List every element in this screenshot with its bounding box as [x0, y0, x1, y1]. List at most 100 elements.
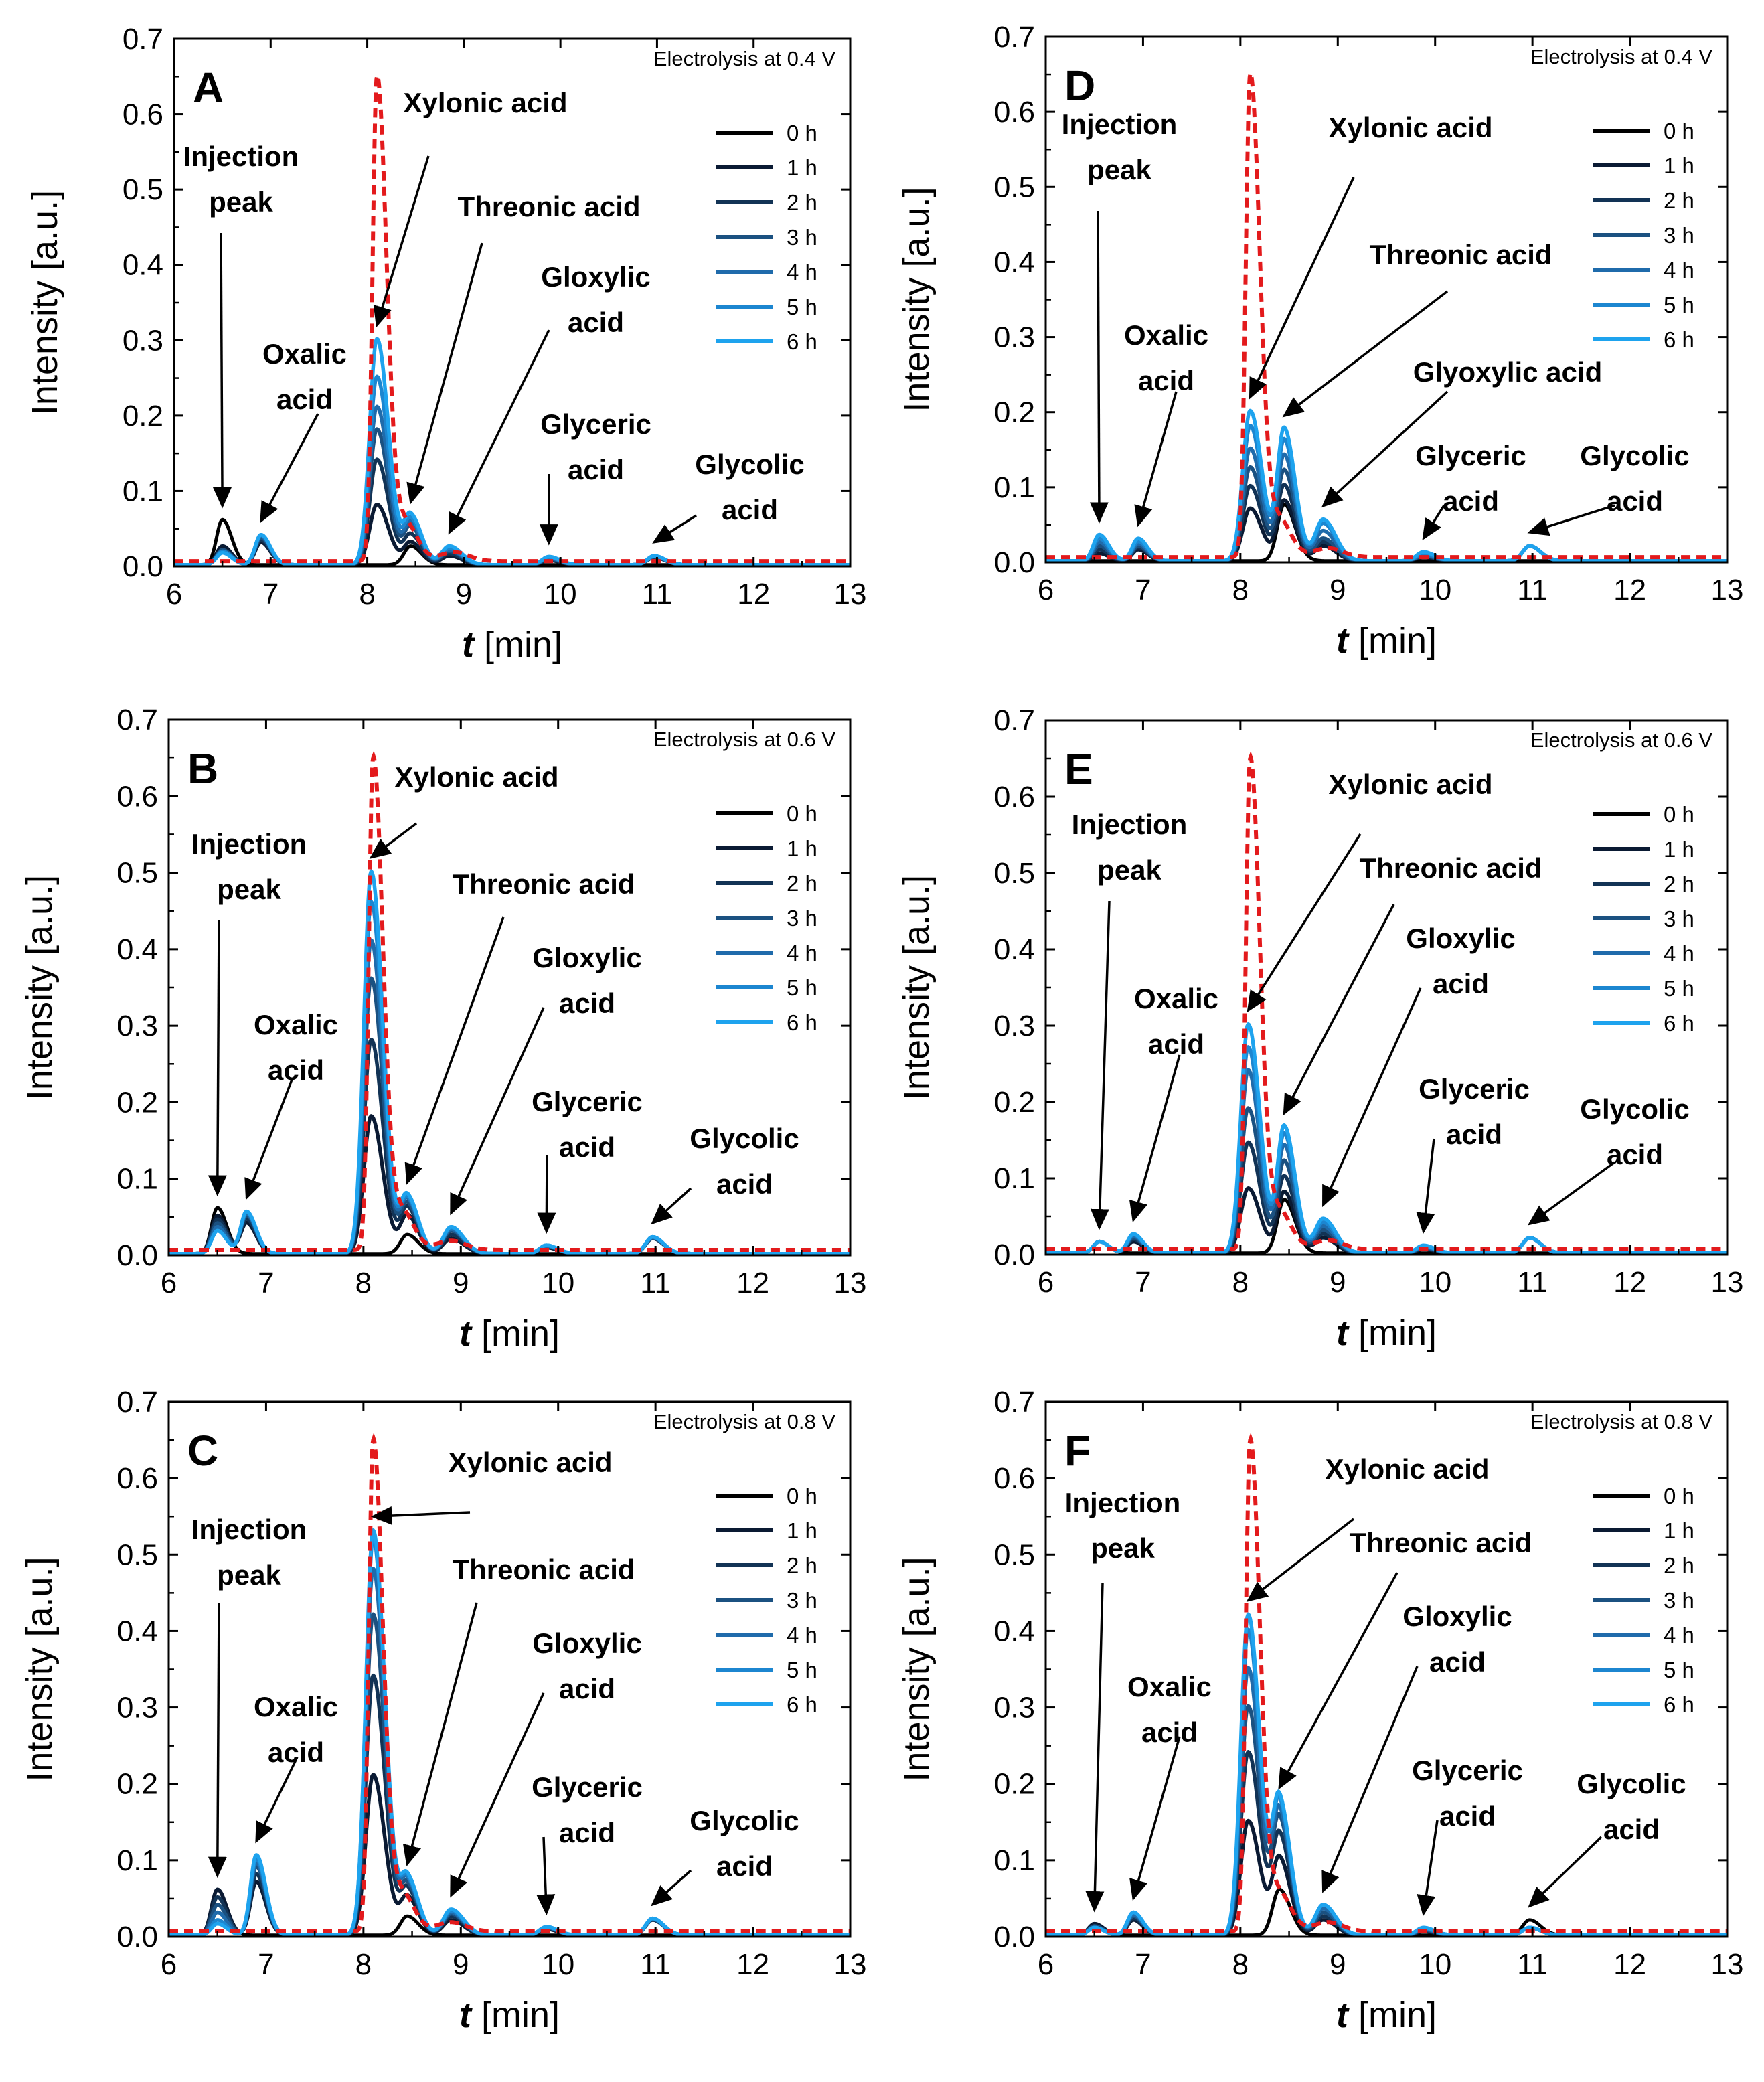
legend-label: 3 h	[787, 1588, 817, 1613]
y-tick-label: 0.2	[123, 400, 163, 432]
x-tick-label: 9	[1330, 1266, 1346, 1299]
x-tick-label: 10	[1419, 574, 1451, 607]
condition-label: Electrolysis at 0.4 V	[653, 47, 836, 70]
series-line-3h	[167, 1612, 852, 1937]
peak-label-line: Xylonic acid	[1328, 769, 1492, 800]
legend-label: 1 h	[787, 836, 817, 861]
peak-label-line: Xylonic acid	[1328, 112, 1492, 143]
peak-label-glyoxylic: Gloxylic acid	[532, 942, 641, 1019]
panel-letter: E	[1064, 745, 1093, 793]
annotation-arrow	[369, 822, 418, 859]
y-axis-title: Intensity [a.u.]	[19, 875, 60, 1100]
y-tick-label: 0.2	[994, 1768, 1035, 1801]
condition-label: Electrolysis at 0.8 V	[653, 1410, 836, 1433]
y-tick-label: 0.5	[994, 857, 1035, 890]
annotation-arrow	[536, 1836, 556, 1916]
peak-label-threonic: Threonic acid	[452, 1554, 635, 1585]
x-tick-label: 11	[640, 1948, 671, 1981]
x-tick-label: 13	[834, 1948, 867, 1981]
legend-label: 2 h	[787, 190, 817, 215]
legend-label: 6 h	[787, 1010, 817, 1035]
x-tick-label: 12	[1613, 1948, 1646, 1981]
peak-label-line: acid	[1429, 1646, 1486, 1678]
y-tick-label: 0.3	[994, 321, 1035, 354]
reference-line	[169, 1432, 850, 1933]
peak-label-line: Injection	[1062, 108, 1178, 140]
peak-label-line: peak	[1097, 854, 1161, 886]
peak-label-line: peak	[209, 186, 273, 218]
annotation-arrow	[1134, 391, 1178, 528]
legend-label: 6 h	[1664, 1011, 1694, 1036]
peak-label-line: Oxalic	[1134, 983, 1218, 1014]
x-tick-label: 10	[1419, 1266, 1451, 1299]
peak-label-glyceric: Glyceric acid	[1419, 1073, 1530, 1150]
legend-label: 1 h	[787, 1518, 817, 1543]
peak-label-line: Xylonic acid	[1325, 1453, 1489, 1485]
annotation-arrow	[208, 920, 227, 1197]
peak-label-line: Xylonic acid	[448, 1447, 612, 1478]
annotation-arrow	[652, 514, 697, 544]
y-tick-label: 0.7	[117, 704, 158, 736]
peak-label-line: Injection	[1065, 1487, 1181, 1518]
peak-label-line: Threonic acid	[1359, 852, 1542, 884]
reference-line	[174, 68, 850, 564]
annotation-arrow	[1527, 504, 1615, 536]
peak-label-threonic: Threonic acid	[452, 868, 635, 900]
y-tick-label: 0.6	[117, 780, 158, 813]
peak-label-line: Gloxylic	[532, 1627, 641, 1659]
annotation-arrow	[1417, 1820, 1439, 1917]
y-tick-label: 0.6	[994, 96, 1035, 129]
y-axis-title: Intensity [a.u.]	[19, 1556, 60, 1781]
peak-label-line: Xylonic acid	[394, 761, 558, 793]
peak-label-threonic: Threonic acid	[1359, 852, 1542, 884]
y-tick-label: 0.5	[123, 173, 163, 206]
x-tick-label: 10	[1419, 1948, 1451, 1981]
legend-label: 0 h	[787, 1484, 817, 1508]
peak-label-glyoxylic: Gloxylic acid	[541, 261, 650, 338]
peak-label-glycolic: Glycolic acid	[695, 449, 804, 526]
annotation-arrow	[1282, 290, 1449, 418]
series-line-1h	[1044, 1186, 1729, 1255]
y-tick-label: 0.5	[994, 1538, 1035, 1571]
legend-label: 1 h	[1664, 837, 1694, 862]
legend-label: 3 h	[787, 225, 817, 250]
legend-label: 5 h	[787, 295, 817, 319]
x-tick-label: 6	[161, 1948, 177, 1981]
x-axis-variable: t	[459, 1313, 473, 1354]
peak-label-line: peak	[217, 1559, 281, 1591]
panel-letter: C	[187, 1427, 218, 1475]
peak-label-line: Glyceric	[540, 408, 651, 440]
x-tick-label: 9	[453, 1948, 469, 1981]
legend-label: 1 h	[1664, 1518, 1694, 1543]
peak-label-glycolic: Glycolic acid	[1577, 1768, 1686, 1845]
x-tick-label: 11	[1517, 1266, 1548, 1299]
legend-label: 3 h	[1664, 906, 1694, 931]
y-tick-label: 0.5	[117, 1538, 158, 1571]
x-axis-title: t [min]	[459, 1995, 560, 2035]
annotation-arrow	[1129, 1736, 1181, 1901]
x-tick-label: 8	[355, 1948, 372, 1981]
peak-label-glycolic: Glycolic acid	[1580, 1093, 1689, 1170]
y-tick-label: 0.0	[994, 1921, 1035, 1953]
peak-label-line: peak	[217, 874, 281, 905]
x-tick-label: 7	[1135, 574, 1151, 607]
peak-label-line: acid	[568, 307, 624, 338]
peak-label-threonic: Threonic acid	[457, 191, 640, 222]
y-tick-label: 0.3	[994, 1010, 1035, 1042]
legend-label: 0 h	[1664, 118, 1694, 143]
x-tick-label: 11	[1517, 1948, 1548, 1981]
panel-letter: A	[193, 64, 224, 112]
peak-label-line: acid	[268, 1054, 324, 1086]
y-tick-label: 0.4	[123, 249, 163, 282]
peak-label-line: Glyceric	[532, 1086, 643, 1117]
y-axis-title: Intensity [a.u.]	[896, 1556, 937, 1781]
series-line-3h	[1044, 1106, 1729, 1255]
peak-label-line: Injection	[183, 141, 299, 172]
peak-label-line: Gloxylic	[541, 261, 650, 293]
peak-label-line: Glyceric	[1415, 440, 1526, 471]
peak-label-line: Threonic acid	[1369, 239, 1552, 270]
x-tick-label: 12	[736, 1948, 769, 1981]
peak-label-line: peak	[1091, 1532, 1155, 1564]
peak-label-line: Glyceric	[1412, 1755, 1523, 1786]
